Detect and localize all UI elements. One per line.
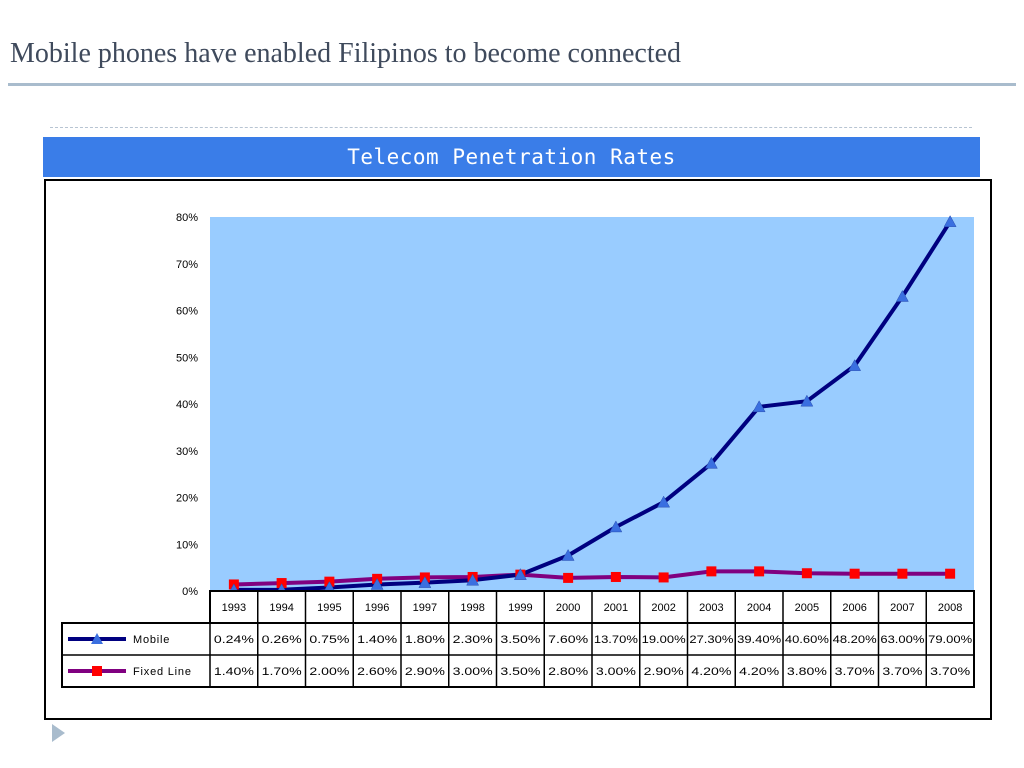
data-label: 1.80% <box>405 634 445 646</box>
data-label: 4.20% <box>739 666 779 678</box>
y-tick-label: 40% <box>176 399 198 411</box>
x-tick-label: 1996 <box>365 602 389 614</box>
data-label: 2.90% <box>644 666 684 678</box>
penetration-chart: 0% 10% 20% 30% 40% 50% 60% 70% 80% 1993 1994 1995 19… <box>61 212 975 688</box>
data-label: 3.00% <box>596 666 636 678</box>
data-label: 0.75% <box>309 634 349 646</box>
fixed-line-point <box>658 572 669 583</box>
mobile-point <box>848 359 862 371</box>
x-tick-label: 1993 <box>222 602 246 614</box>
fixed-line-point <box>897 568 908 579</box>
chart-title: Telecom Penetration Rates <box>347 145 676 169</box>
fixed-line-point <box>706 566 717 577</box>
x-tick-label: 2007 <box>890 602 914 614</box>
data-label: 3.70% <box>930 666 970 678</box>
data-label: 1.40% <box>357 634 397 646</box>
title-divider <box>8 83 1016 86</box>
chart-title-banner: Telecom Penetration Rates <box>43 137 980 177</box>
y-tick-label: 10% <box>176 539 198 551</box>
data-label: 3.50% <box>500 666 540 678</box>
data-label: 13.70% <box>594 634 638 646</box>
data-label: 2.60% <box>357 666 397 678</box>
fixed-line-series-line <box>231 569 953 587</box>
data-label: 2.90% <box>405 666 445 678</box>
triangle-right-icon[interactable] <box>52 724 65 742</box>
y-tick-label: 80% <box>176 212 198 224</box>
mobile-point <box>609 520 623 533</box>
legend-fixed-line-marker <box>92 666 102 676</box>
data-label: 3.70% <box>835 666 875 678</box>
data-label: 3.00% <box>453 666 493 678</box>
mobile-point <box>943 215 957 227</box>
fixed-line-point <box>945 568 956 579</box>
legend-mobile-label: Mobile <box>133 634 170 646</box>
mobile-point <box>704 456 718 469</box>
fixed-line-point <box>754 566 765 577</box>
data-label: 63.00% <box>880 634 924 646</box>
plot-area <box>210 217 974 591</box>
y-tick-label: 30% <box>176 446 198 458</box>
data-label: 3.80% <box>787 666 827 678</box>
mobile-point <box>561 548 575 561</box>
data-label: 2.80% <box>548 666 588 678</box>
x-tick-label: 2008 <box>938 602 962 614</box>
x-tick-label: 2002 <box>651 602 675 614</box>
slide-title: Mobile phones have enabled Filipinos to … <box>10 38 682 69</box>
x-tick-label: 2000 <box>556 602 580 614</box>
dotted-divider <box>50 127 972 128</box>
data-label: 39.40% <box>737 634 781 646</box>
data-label: 1.70% <box>262 666 302 678</box>
chart-frame: 0% 10% 20% 30% 40% 50% 60% 70% 80% 1993 1994 1995 19… <box>44 179 992 720</box>
y-tick-label: 70% <box>176 259 198 271</box>
mobile-point <box>752 400 766 413</box>
x-tick-label: 2006 <box>842 602 866 614</box>
data-label: 48.20% <box>833 634 877 646</box>
data-label: 79.00% <box>928 634 972 646</box>
mobile-point <box>513 568 527 580</box>
fixed-line-point <box>563 572 574 583</box>
y-tick-label: 0% <box>182 586 198 598</box>
x-tick-label: 1997 <box>413 602 437 614</box>
fixed-line-point <box>849 568 860 579</box>
mobile-point <box>418 576 432 588</box>
x-tick-label: 2004 <box>747 602 771 614</box>
x-tick-label: 2001 <box>604 602 628 614</box>
x-tick-label: 1994 <box>269 602 293 614</box>
data-label: 1.40% <box>214 666 254 678</box>
fixed-line-point <box>276 578 287 589</box>
data-label: 7.60% <box>548 634 588 646</box>
data-label: 40.60% <box>785 634 829 646</box>
data-label: 2.30% <box>453 634 493 646</box>
data-label: 2.00% <box>309 666 349 678</box>
legend-fixed-line-label: Fixed Line <box>133 666 192 678</box>
data-label: 0.24% <box>214 634 254 646</box>
mobile-point <box>800 394 814 407</box>
fixed-line-point <box>610 571 621 582</box>
y-tick-label: 60% <box>176 306 198 318</box>
mobile-point <box>466 573 480 586</box>
data-label: 3.70% <box>882 666 922 678</box>
data-label: 4.20% <box>691 666 731 678</box>
mobile-point <box>657 495 671 508</box>
x-tick-label: 1999 <box>508 602 532 614</box>
fixed-line-point <box>801 568 812 579</box>
data-label: 19.00% <box>642 634 686 646</box>
x-tick-label: 2005 <box>795 602 819 614</box>
mobile-point <box>895 289 909 302</box>
y-tick-label: 20% <box>176 493 198 505</box>
data-label: 3.50% <box>500 634 540 646</box>
x-tick-label: 1998 <box>460 602 484 614</box>
x-tick-label: 2003 <box>699 602 723 614</box>
y-tick-label: 50% <box>176 352 198 364</box>
data-label: 27.30% <box>689 634 733 646</box>
data-label: 0.26% <box>262 634 302 646</box>
x-tick-label: 1995 <box>317 602 341 614</box>
legend-mobile-marker <box>91 633 103 644</box>
mobile-point <box>370 577 384 590</box>
mobile-series-line <box>231 219 953 592</box>
